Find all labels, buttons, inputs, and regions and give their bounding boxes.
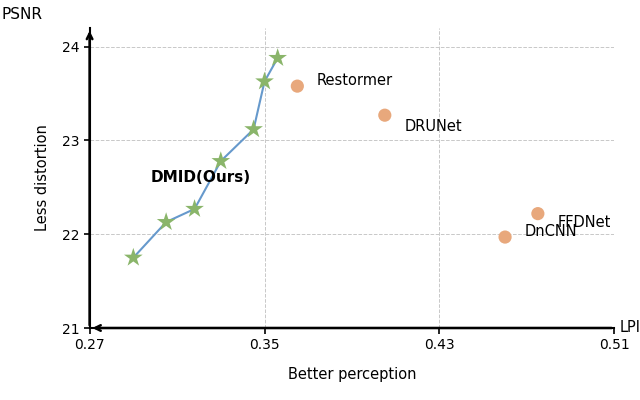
Point	[532, 210, 543, 217]
Text: PSNR: PSNR	[1, 7, 42, 22]
Text: LPIPS: LPIPS	[620, 320, 640, 336]
Point	[216, 158, 226, 164]
Point	[248, 126, 259, 132]
Text: DnCNN: DnCNN	[525, 224, 577, 239]
Text: DRUNet: DRUNet	[404, 119, 462, 134]
Y-axis label: Less distortion: Less distortion	[35, 124, 51, 232]
Point	[292, 83, 303, 89]
Point	[189, 206, 200, 212]
Text: Restormer: Restormer	[317, 73, 393, 88]
Point	[161, 219, 172, 225]
Point	[380, 112, 390, 118]
Point	[500, 234, 510, 240]
Point	[128, 254, 138, 261]
Point	[273, 55, 283, 61]
Text: DMID(Ours): DMID(Ours)	[151, 170, 251, 186]
Point	[259, 78, 269, 85]
Text: Better perception: Better perception	[288, 367, 416, 382]
Text: FFDNet: FFDNet	[557, 214, 611, 230]
